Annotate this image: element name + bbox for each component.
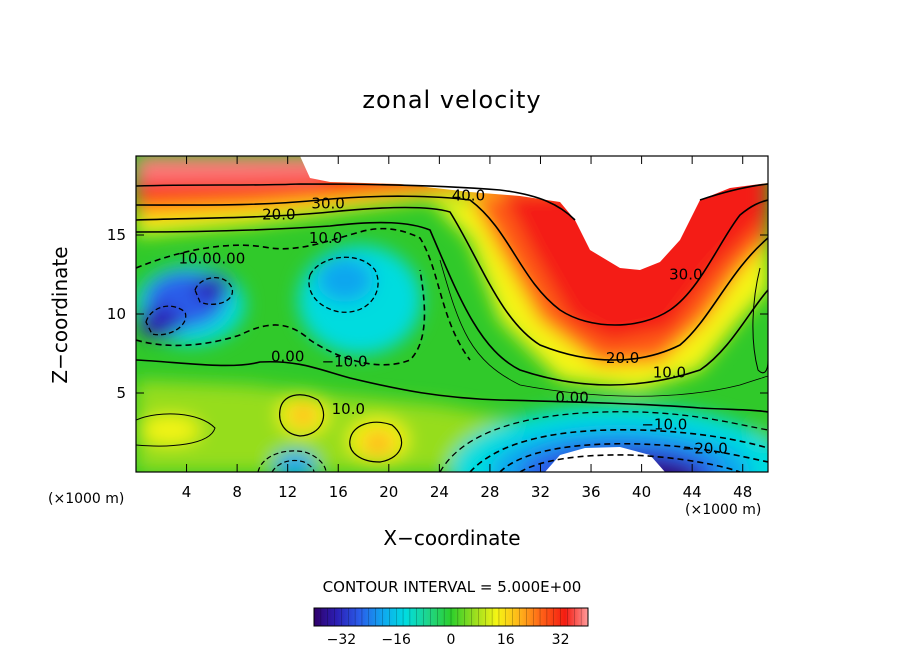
- x-tick-label: 8: [232, 483, 242, 501]
- contour-line: [136, 183, 576, 221]
- contour-label: 10.0: [332, 400, 365, 418]
- field-region: [290, 404, 316, 426]
- x-axis-label: X−coordinate: [383, 526, 521, 550]
- y-tick-label: 5: [116, 384, 126, 402]
- contour-line: [499, 442, 768, 472]
- colorbar-tick-label: 16: [497, 632, 515, 648]
- contour-label: −20.0: [682, 439, 728, 457]
- field-region: [362, 431, 394, 455]
- contour-line: [136, 221, 768, 386]
- x-tick-label: 20: [379, 483, 398, 501]
- colorbar-ticks: −32 −16 0 16 32: [327, 632, 570, 648]
- contour-line: [136, 413, 216, 447]
- contour-label: 10.0: [653, 363, 686, 381]
- contour-label: −10.0: [322, 352, 368, 370]
- x-tick-label: 12: [278, 483, 297, 501]
- x-unit-label-left: (×1000 m): [48, 491, 125, 507]
- y-axis: 5 10 15: [107, 226, 768, 402]
- colorbar-tick-label: 0: [447, 632, 456, 648]
- contour-line: [699, 183, 768, 201]
- x-tick-label: 36: [581, 483, 600, 501]
- colorbar-tick-label: −32: [327, 632, 357, 648]
- x-tick-label: 4: [182, 483, 192, 501]
- contour-line: [469, 428, 768, 472]
- colorbar-tick-label: −16: [381, 632, 411, 648]
- chart-title: zonal velocity: [362, 86, 542, 114]
- contour-label: 30.0: [669, 266, 702, 284]
- x-axis: 4 8 12 16 20 24 28 32 36 40 44 48: [182, 156, 752, 501]
- colorbar-tick-label: 32: [552, 632, 570, 648]
- contour-line: [519, 454, 741, 472]
- x-tick-label: 24: [430, 483, 449, 501]
- contour-line: [439, 259, 768, 397]
- contour-label: 10.0: [309, 229, 342, 247]
- undefined-region: [300, 156, 768, 270]
- contour-line: [752, 267, 768, 374]
- contour-line: [136, 206, 768, 361]
- contour-line: [308, 256, 379, 313]
- contour-label: 0.00: [271, 348, 304, 366]
- contour-line: [257, 450, 327, 472]
- contour-interval-label: CONTOUR INTERVAL = 5.000E+00: [322, 578, 582, 596]
- field-region: [136, 156, 330, 182]
- contour-line: [136, 359, 768, 413]
- contour-lines: [136, 183, 768, 472]
- contour-line: [349, 421, 403, 463]
- contour-line: [439, 411, 768, 472]
- x-unit-label-right: (×1000 m): [685, 502, 762, 518]
- contour-label: 10.00.00: [178, 250, 245, 268]
- contour-label: 20.0: [262, 205, 295, 223]
- contour-line: [136, 195, 768, 326]
- x-tick-label: 44: [683, 483, 702, 501]
- colorbar-stripes: [320, 608, 582, 626]
- contour-line: [271, 459, 315, 472]
- x-tick-label: 32: [531, 483, 550, 501]
- y-tick-label: 10: [107, 305, 126, 323]
- field-region: [273, 451, 317, 472]
- contour-line: [136, 269, 426, 366]
- y-tick-label: 15: [107, 226, 126, 244]
- field-region: [138, 306, 182, 338]
- undefined-region: [545, 447, 665, 472]
- contour-line: [145, 305, 187, 336]
- x-tick-label: 40: [632, 483, 651, 501]
- contour-label: 30.0: [311, 194, 344, 212]
- field-region: [194, 274, 230, 302]
- x-tick-label: 28: [480, 483, 499, 501]
- field-region: [317, 258, 373, 302]
- y-axis-label: Z−coordinate: [48, 246, 72, 384]
- contour-line: [279, 394, 324, 437]
- field-region: [140, 416, 200, 444]
- contour-label: 40.0: [452, 187, 485, 205]
- x-tick-label: 16: [329, 483, 348, 501]
- colorbar: −32 −16 0 16 32: [313, 607, 589, 648]
- contour-label: −10.0: [641, 416, 687, 434]
- contour-label: 0.00: [555, 389, 588, 407]
- x-tick-label: 48: [733, 483, 752, 501]
- contour-label: 20.0: [606, 349, 639, 367]
